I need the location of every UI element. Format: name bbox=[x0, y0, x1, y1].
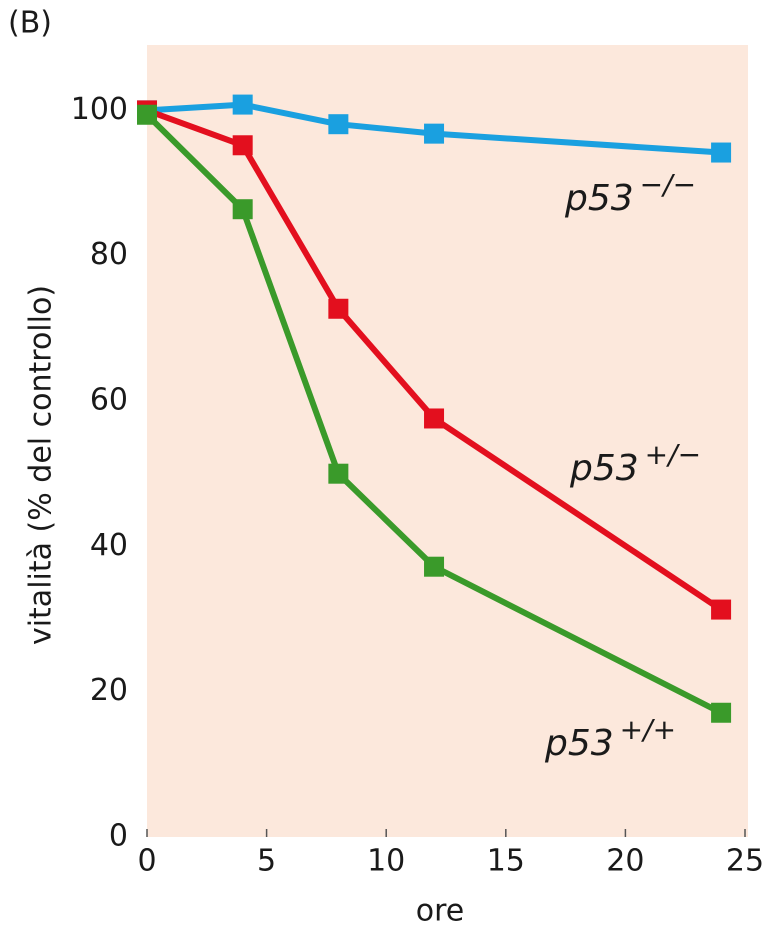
y-tick-label: 60 bbox=[90, 383, 128, 418]
y-tick-label: 80 bbox=[90, 237, 128, 272]
y-tick-label: 20 bbox=[90, 673, 128, 708]
x-tick-label: 5 bbox=[257, 844, 276, 879]
point-marker bbox=[137, 104, 157, 125]
point-marker bbox=[711, 599, 732, 620]
x-tick-label: 25 bbox=[726, 844, 764, 879]
point-marker bbox=[424, 408, 445, 429]
plot-area bbox=[147, 45, 748, 837]
x-tick-label: 10 bbox=[367, 844, 405, 879]
chart-title: (B) bbox=[8, 6, 52, 41]
point-marker bbox=[328, 463, 349, 484]
y-tick-label: 100 bbox=[71, 92, 128, 127]
y-axis-label: vitalità (% del controllo) bbox=[24, 285, 59, 645]
point-marker bbox=[232, 135, 253, 156]
point-marker bbox=[711, 142, 732, 163]
series-label: p53 −/− bbox=[564, 168, 696, 219]
point-marker bbox=[711, 702, 732, 723]
x-tick-label: 20 bbox=[606, 844, 644, 879]
series-label: p53 +/− bbox=[569, 438, 701, 489]
x-tick-label: 0 bbox=[137, 844, 156, 879]
point-marker bbox=[328, 114, 349, 135]
y-tick-label: 0 bbox=[109, 819, 128, 854]
point-marker bbox=[328, 298, 349, 319]
x-axis-label: ore bbox=[416, 894, 465, 929]
x-tick-label: 15 bbox=[487, 844, 525, 879]
series-label: p53 +/+ bbox=[544, 713, 676, 764]
y-tick-label: 40 bbox=[90, 528, 128, 563]
point-marker bbox=[232, 94, 253, 115]
point-marker bbox=[424, 123, 445, 144]
point-marker bbox=[232, 199, 253, 220]
point-marker bbox=[424, 556, 445, 577]
